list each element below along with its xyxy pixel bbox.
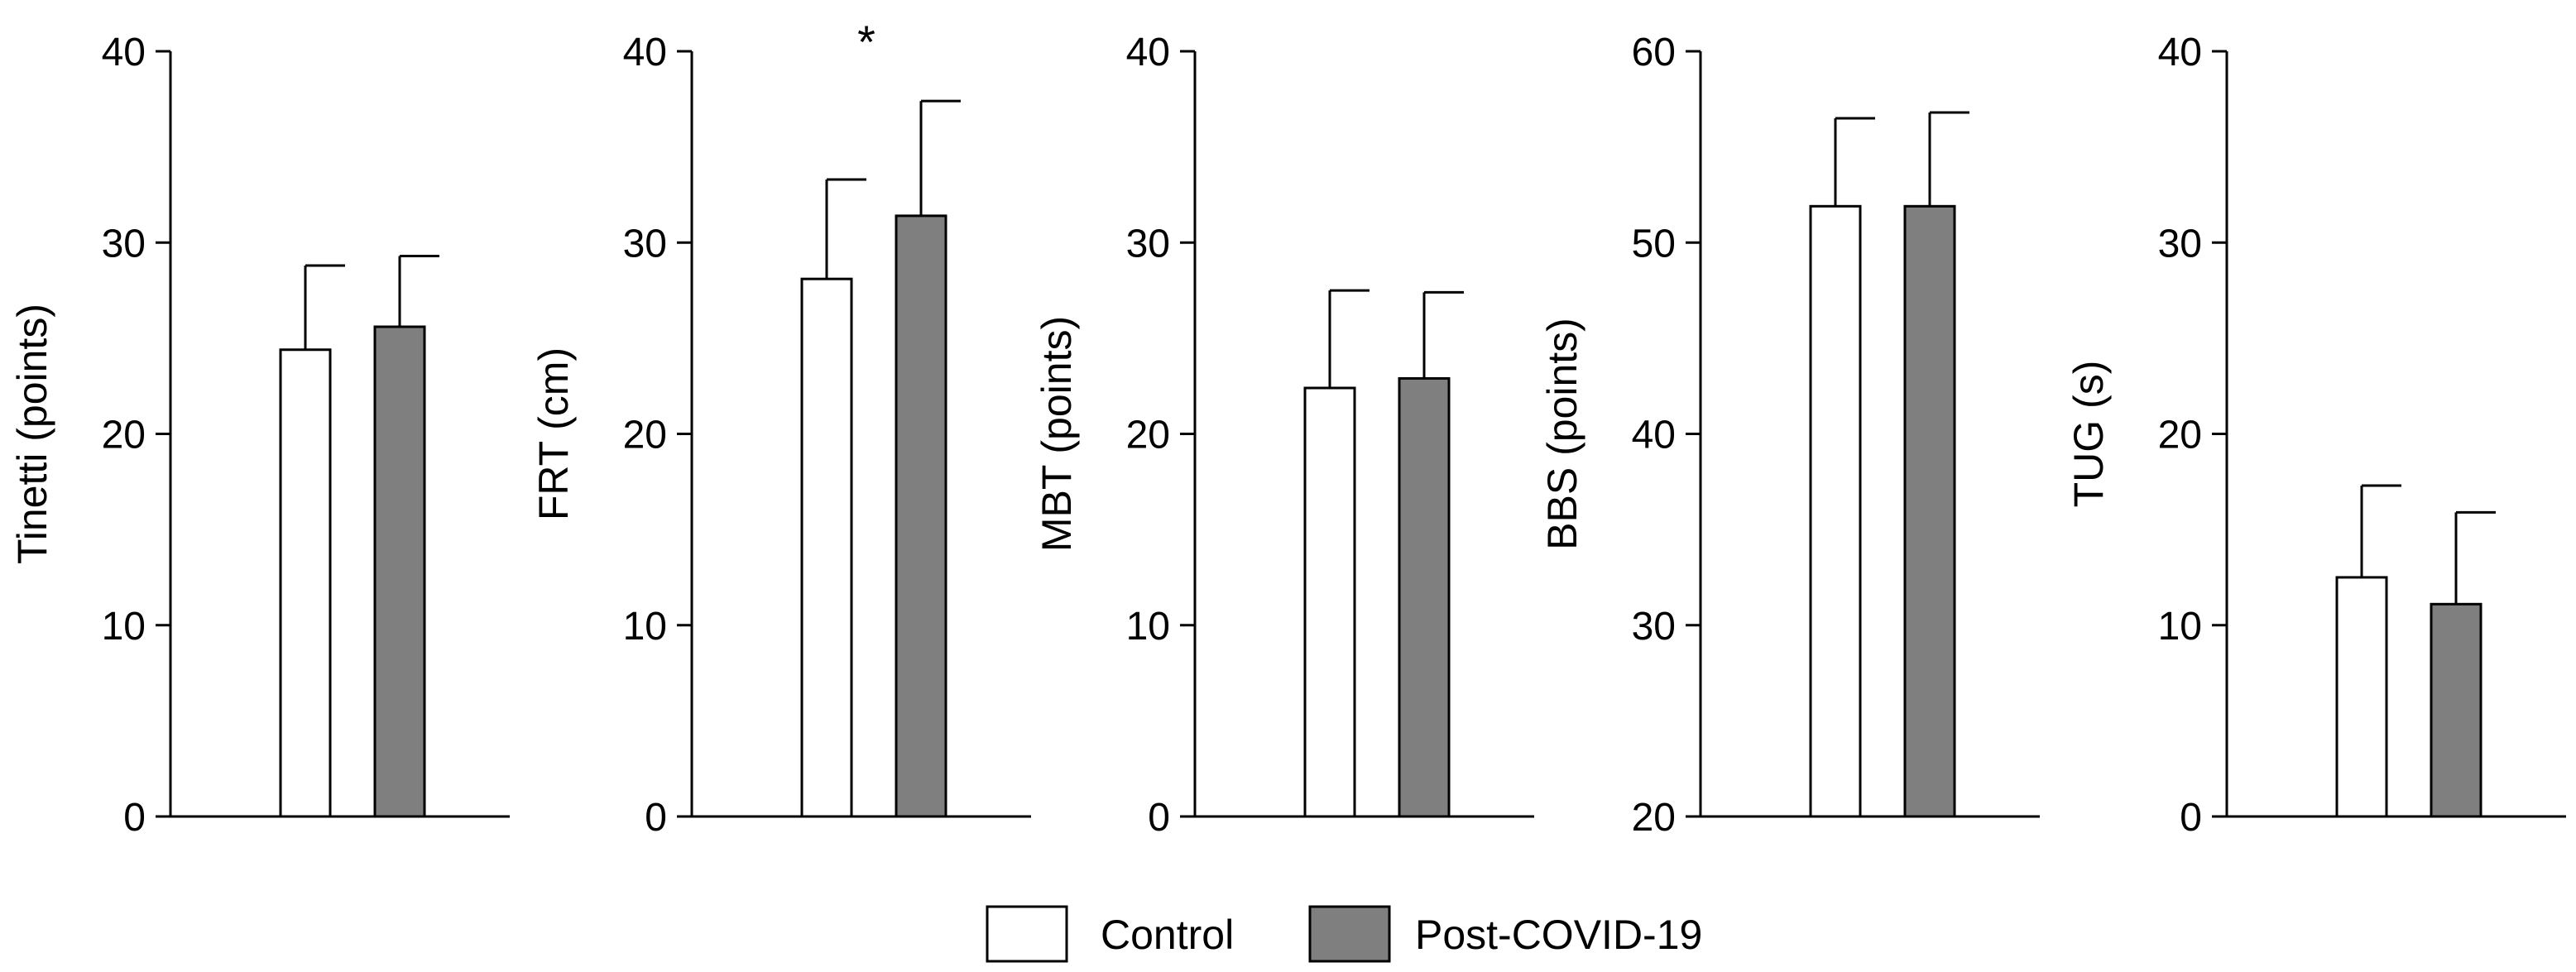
legend-swatch-control — [986, 905, 1068, 963]
y-tick-label: 40 — [623, 31, 667, 74]
y-axis-title: MBT (points) — [1034, 316, 1080, 552]
y-tick-label: 20 — [1126, 414, 1170, 457]
y-tick-label: 30 — [2158, 222, 2202, 266]
bar-post-covid — [1903, 204, 1956, 818]
y-tick-label: 0 — [2180, 796, 2202, 840]
chart-panel-1: 0 10 20 30 40 Tinetti (points) — [9, 31, 510, 840]
bar-post-covid — [895, 214, 947, 818]
y-tick-label: 30 — [1126, 222, 1170, 266]
y-tick-label: 0 — [123, 796, 146, 840]
bar-control — [2335, 576, 2388, 818]
y-tick-label: 20 — [623, 414, 667, 457]
y-tick-label: 30 — [102, 222, 146, 266]
y-tick-label: 40 — [1126, 31, 1170, 74]
bar-post-covid — [2430, 602, 2482, 818]
y-tick-label: 50 — [1632, 222, 1676, 266]
y-tick-label: 0 — [645, 796, 667, 840]
bar-post-covid — [1398, 376, 1451, 818]
y-tick-label: 30 — [623, 222, 667, 266]
chart-panel-2: 0 10 20 30 40 FRT (cm) * — [530, 16, 1031, 840]
y-tick-label: 10 — [102, 605, 146, 649]
legend-swatch-post-covid — [1308, 905, 1391, 963]
y-axis-title: FRT (cm) — [530, 347, 577, 520]
chart-panel-4: 20 30 40 50 60 BBS (points) — [1539, 31, 2040, 840]
y-tick-label: 40 — [1632, 414, 1676, 457]
legend: Control Post-COVID-19 — [986, 905, 1702, 963]
y-tick-label: 40 — [2158, 31, 2202, 74]
chart-panels: 0 10 20 30 40 Tinetti (points) 0 10 20 30 40 FRT (c… — [9, 16, 2566, 840]
bar-control — [1809, 204, 1862, 818]
y-tick-label: 10 — [2158, 605, 2202, 649]
y-tick-label: 0 — [1148, 796, 1170, 840]
y-tick-label: 40 — [102, 31, 146, 74]
chart-panel-5: 0 10 20 30 40 TUG (s) — [2065, 31, 2566, 840]
y-tick-label: 60 — [1632, 31, 1676, 74]
bar-control — [279, 348, 332, 818]
y-axis-title: Tinetti (points) — [9, 304, 55, 564]
significance-marker: * — [857, 16, 875, 68]
bar-post-covid — [373, 325, 426, 818]
y-tick-label: 10 — [623, 605, 667, 649]
legend-label-post-covid: Post-COVID-19 — [1415, 912, 1702, 958]
bar-control — [1303, 386, 1356, 818]
y-axis-title: TUG (s) — [2065, 361, 2112, 508]
legend-label-control: Control — [1101, 912, 1234, 958]
y-tick-label: 20 — [102, 414, 146, 457]
y-tick-label: 10 — [1126, 605, 1170, 649]
y-tick-label: 20 — [1632, 796, 1676, 840]
y-tick-label: 20 — [2158, 414, 2202, 457]
bar-control — [800, 277, 853, 818]
chart-panel-3: 0 10 20 30 40 MBT (points) — [1034, 31, 1534, 840]
y-axis-title: BBS (points) — [1539, 318, 1585, 550]
y-tick-label: 30 — [1632, 605, 1676, 649]
